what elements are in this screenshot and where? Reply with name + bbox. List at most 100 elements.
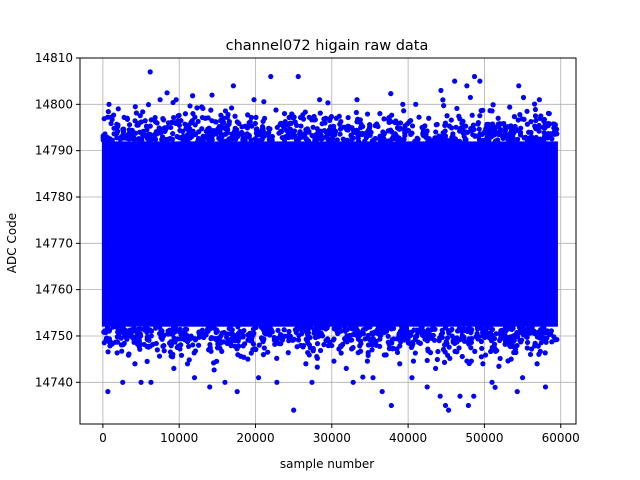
data-point <box>425 135 431 141</box>
data-point <box>440 137 446 143</box>
data-point <box>281 327 287 333</box>
data-point <box>220 120 226 126</box>
data-point <box>365 332 371 339</box>
data-point <box>105 388 111 395</box>
data-point <box>167 135 174 142</box>
data-point <box>285 350 291 356</box>
data-point <box>440 97 446 103</box>
data-point <box>229 131 235 137</box>
data-point <box>496 131 502 138</box>
data-point <box>461 129 467 135</box>
data-point <box>497 330 503 336</box>
data-point <box>342 324 348 330</box>
data-point <box>211 367 217 373</box>
data-point <box>110 324 116 330</box>
data-point <box>517 112 523 118</box>
data-point <box>480 328 486 334</box>
data-point <box>484 325 490 331</box>
data-point <box>536 329 542 335</box>
data-point <box>354 97 360 103</box>
data-point <box>408 117 414 124</box>
data-point <box>259 136 265 142</box>
data-point <box>489 347 495 353</box>
data-point <box>507 104 513 110</box>
data-point <box>121 332 128 338</box>
data-point <box>425 327 431 333</box>
data-point <box>220 339 227 345</box>
data-point <box>278 332 285 339</box>
data-point <box>431 326 437 332</box>
data-point <box>528 137 534 143</box>
data-point <box>496 363 502 369</box>
data-point <box>365 342 372 348</box>
data-point <box>489 379 495 385</box>
data-point <box>375 123 381 130</box>
data-point <box>488 332 494 338</box>
data-point <box>399 334 405 340</box>
data-point <box>541 118 547 124</box>
data-point <box>359 330 365 336</box>
data-point <box>274 379 280 385</box>
chart-title: channel072 higain raw data <box>226 38 429 54</box>
data-point <box>369 336 375 342</box>
data-point <box>466 336 472 342</box>
data-point <box>480 361 486 367</box>
data-point <box>114 350 120 356</box>
data-point <box>338 350 344 356</box>
data-point <box>468 358 474 364</box>
data-point <box>160 116 166 122</box>
data-point <box>454 349 460 355</box>
data-point <box>475 121 481 127</box>
data-point <box>177 346 183 352</box>
data-point <box>152 115 158 121</box>
data-point <box>534 361 540 367</box>
data-point <box>471 393 477 399</box>
data-point <box>331 358 337 364</box>
data-point <box>520 332 526 338</box>
data-point <box>493 331 499 337</box>
data-point <box>106 101 112 107</box>
data-point <box>192 337 199 343</box>
data-point <box>214 337 220 343</box>
data-point <box>536 97 542 103</box>
axes-frame <box>79 57 577 425</box>
y-tick-label: 14800 <box>35 97 73 111</box>
data-point <box>256 342 262 348</box>
data-point <box>240 328 246 335</box>
data-point <box>511 337 517 343</box>
data-point <box>115 122 121 128</box>
data-point <box>456 345 462 351</box>
data-point <box>511 114 517 120</box>
data-point <box>351 325 357 331</box>
data-point <box>389 112 395 118</box>
data-point <box>209 137 215 143</box>
axis-ticks: 0 10000 20000 30000 40000 50000 60000 14740 1475… <box>35 51 580 445</box>
data-point <box>355 116 361 122</box>
data-point <box>374 330 380 336</box>
data-point <box>242 137 248 143</box>
data-point <box>524 345 530 351</box>
data-point <box>353 109 360 116</box>
data-point <box>295 337 302 343</box>
data-point <box>168 124 174 131</box>
data-point <box>520 94 527 101</box>
data-point <box>489 326 496 333</box>
data-point <box>286 328 292 335</box>
data-point <box>452 138 458 144</box>
data-point <box>192 348 199 354</box>
data-point <box>365 350 371 356</box>
data-point <box>512 123 518 130</box>
data-point <box>209 118 215 124</box>
data-point <box>220 115 227 121</box>
data-point <box>515 117 521 123</box>
data-point <box>167 330 173 336</box>
data-point <box>133 110 139 116</box>
data-point <box>405 127 412 134</box>
data-point <box>506 137 513 143</box>
data-point <box>284 333 290 339</box>
data-point <box>240 334 246 340</box>
data-point <box>489 121 496 127</box>
data-point <box>484 131 490 137</box>
data-point <box>227 340 234 346</box>
